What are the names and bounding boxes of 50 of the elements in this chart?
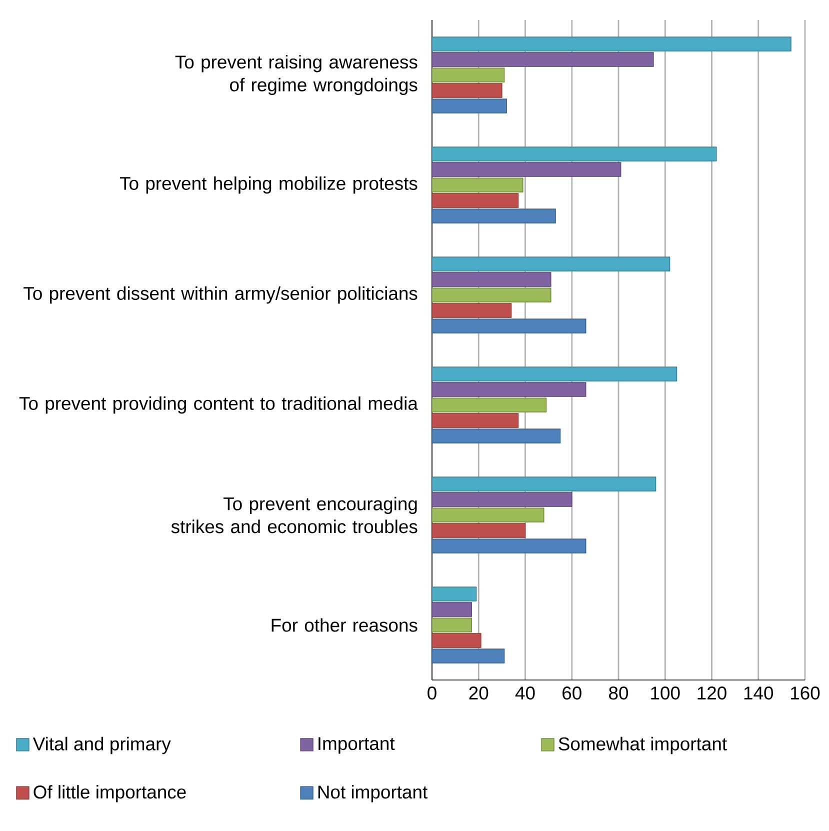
bar xyxy=(432,476,656,492)
bar xyxy=(432,318,586,334)
bar xyxy=(432,36,792,52)
bar xyxy=(432,83,502,98)
bar xyxy=(432,162,622,177)
y-tick-label: To prevent encouraging strikes and economic troubles xyxy=(171,496,418,534)
x-tick-label: 160 xyxy=(791,686,820,700)
bar xyxy=(432,618,472,632)
x-tick-label: 100 xyxy=(651,686,680,700)
bar xyxy=(432,52,654,67)
bar xyxy=(432,398,547,412)
x-tick-label: 80 xyxy=(609,686,628,700)
x-tick-label: 0 xyxy=(428,686,436,700)
bar xyxy=(432,602,472,617)
legend-label: Somewhat important xyxy=(558,736,727,754)
bar xyxy=(432,492,572,507)
bar xyxy=(432,413,519,428)
legend-label: Important xyxy=(318,737,395,754)
bar xyxy=(432,382,586,397)
bar xyxy=(432,508,544,522)
y-tick-label: To prevent raising awareness of regime wrongdoings xyxy=(175,55,418,96)
bar xyxy=(432,193,519,208)
y-tick-label: To prevent providing content to traditional media xyxy=(19,396,418,414)
x-tick-label: 140 xyxy=(744,686,774,700)
bar xyxy=(432,272,552,287)
bar xyxy=(432,303,512,318)
x-tick-label: 120 xyxy=(698,686,726,700)
bar xyxy=(432,256,670,272)
legend-label: Vital and primary xyxy=(32,736,171,754)
bar xyxy=(432,428,561,444)
y-tick-label: To prevent dissent within army/senior politicians xyxy=(24,286,418,304)
y-tick-label: To prevent helping mobilize protests xyxy=(120,176,418,194)
bar xyxy=(432,146,717,162)
bar xyxy=(432,648,505,664)
bar xyxy=(432,288,552,302)
bar xyxy=(432,538,586,554)
y-tick-label: For other reasons xyxy=(272,618,418,632)
bar xyxy=(432,208,556,224)
bar xyxy=(432,523,526,538)
bar xyxy=(432,178,524,192)
x-tick-label: 20 xyxy=(469,686,488,700)
legend-label: Of little importance xyxy=(34,785,186,802)
bar xyxy=(432,633,482,648)
bar xyxy=(432,366,678,382)
legend-label: Not important xyxy=(318,785,428,802)
x-tick-label: 60 xyxy=(562,686,582,700)
bar xyxy=(432,98,507,114)
x-tick-label: 40 xyxy=(515,686,535,700)
bar xyxy=(432,586,477,602)
bar xyxy=(432,68,505,82)
